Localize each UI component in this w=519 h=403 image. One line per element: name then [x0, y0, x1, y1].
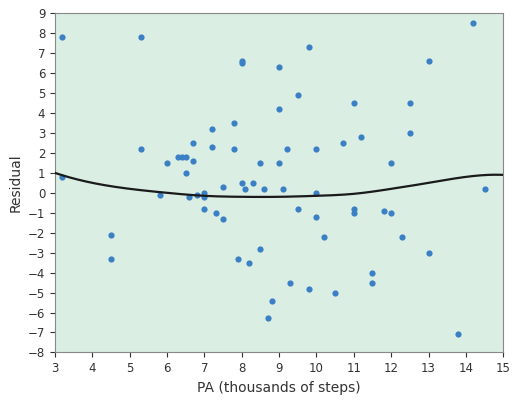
Point — [219, 216, 227, 222]
Point — [469, 20, 477, 27]
Point — [200, 193, 209, 200]
Point — [312, 146, 321, 152]
Point — [338, 140, 347, 146]
Point — [267, 297, 276, 304]
Point — [208, 126, 216, 132]
Point — [350, 210, 358, 216]
Point — [230, 146, 238, 152]
Point — [425, 58, 433, 64]
Point — [256, 160, 265, 166]
Point — [193, 191, 201, 198]
Point — [305, 44, 313, 50]
Point — [406, 100, 414, 106]
Y-axis label: Residual: Residual — [8, 154, 22, 212]
Point — [182, 154, 190, 160]
Point — [350, 100, 358, 106]
Point — [107, 256, 115, 262]
Point — [398, 233, 406, 240]
Point — [174, 154, 182, 160]
Point — [305, 285, 313, 292]
Point — [245, 260, 253, 266]
Point — [275, 64, 283, 71]
Point — [275, 160, 283, 166]
Point — [208, 144, 216, 150]
Point — [481, 186, 489, 192]
X-axis label: PA (thousands of steps): PA (thousands of steps) — [197, 381, 361, 395]
Point — [238, 58, 246, 64]
Point — [182, 170, 190, 176]
Point — [163, 160, 171, 166]
Point — [249, 180, 257, 186]
Point — [58, 174, 66, 180]
Point — [368, 269, 377, 276]
Point — [312, 189, 321, 196]
Point — [357, 134, 365, 140]
Point — [238, 60, 246, 66]
Point — [294, 206, 302, 212]
Point — [136, 146, 145, 152]
Point — [279, 186, 287, 192]
Point — [286, 279, 294, 286]
Point — [320, 233, 328, 240]
Point — [282, 146, 291, 152]
Point — [178, 154, 186, 160]
Point — [406, 130, 414, 136]
Point — [211, 210, 220, 216]
Point — [387, 210, 395, 216]
Point — [200, 206, 209, 212]
Point — [136, 34, 145, 40]
Point — [264, 315, 272, 322]
Point — [200, 189, 209, 196]
Point — [294, 92, 302, 98]
Point — [107, 231, 115, 238]
Point — [425, 249, 433, 256]
Point — [379, 208, 388, 214]
Point — [58, 34, 66, 40]
Point — [241, 186, 250, 192]
Point — [368, 279, 377, 286]
Point — [185, 193, 194, 200]
Point — [312, 214, 321, 220]
Point — [219, 184, 227, 190]
Point — [275, 106, 283, 112]
Point — [387, 160, 395, 166]
Point — [230, 120, 238, 126]
Point — [454, 331, 462, 338]
Point — [189, 140, 197, 146]
Point — [234, 256, 242, 262]
Point — [260, 186, 268, 192]
Point — [350, 206, 358, 212]
Point — [256, 245, 265, 252]
Point — [331, 289, 339, 296]
Point — [238, 180, 246, 186]
Point — [189, 158, 197, 164]
Point — [155, 191, 163, 198]
